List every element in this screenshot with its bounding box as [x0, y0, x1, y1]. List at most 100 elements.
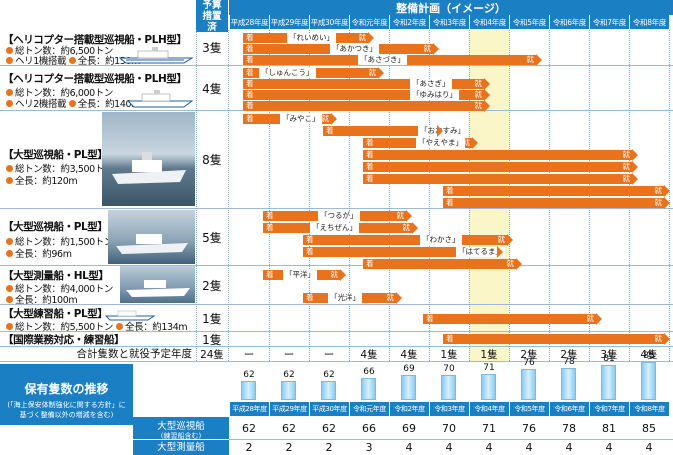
bar-start-label: 着 [366, 138, 374, 147]
holdings-row2-label: 大型測量船 [133, 440, 229, 455]
holdings-year-cell: 令和7年度 [589, 402, 629, 416]
vessel-row-plh2: 【ヘリコプター搭載型巡視船・PLH型】 総トン数：約6,000トン ヘリ2機搭載… [0, 67, 196, 110]
vessel-name: 【大型巡視船・PL型】 [3, 221, 108, 233]
bar-start-label: 着 [246, 101, 254, 110]
vessel-row-pl1500: 【大型巡視船・PL型】 総トン数：約1,500トン 全長：約96m [0, 209, 196, 265]
bullet-icon [6, 100, 13, 107]
ship-name-label: 「平洋」 [283, 270, 317, 280]
ship-name-label: 「ゆみはり」 [410, 90, 459, 100]
ship-name-label: 「あさぎ」 [410, 79, 452, 89]
bullet-icon [6, 177, 13, 184]
holdings-row2-cell: 4 [645, 441, 653, 454]
holdings-row1-cell: 62 [322, 421, 336, 435]
year-header-cell: 令和3年度 [429, 15, 469, 29]
vessel-spec: 総トン数：約3,500トン [6, 161, 113, 175]
ship-name-label: 「わかさ」 [420, 235, 462, 245]
holdings-row2-cell: 4 [485, 441, 493, 454]
col-divider [196, 30, 197, 361]
bar-start-label: 着 [246, 33, 254, 42]
bullet-icon [6, 238, 13, 245]
bar-end-label: 就 [497, 235, 506, 244]
holdings-year-cell: 令和6年度 [549, 402, 589, 416]
vessel-spec: 全長：約134m [116, 319, 188, 333]
gantt-bar: 着 就 「えちぜん」 [263, 222, 418, 234]
holdings-row1-cell: 70 [442, 421, 456, 435]
bar-end-label: 就 [654, 334, 663, 343]
ship-image-plh2 [126, 88, 194, 108]
vessel-name: 【ヘリコプター搭載型巡視船・PLH型】 [3, 34, 187, 46]
ship-photo-pl1500 [108, 210, 195, 264]
holdings-bar [441, 374, 456, 400]
holdings-bar [561, 367, 576, 400]
holdings-year-cell: 令和4年度 [469, 402, 509, 416]
summary-cell: 1隻 [480, 348, 498, 361]
holdings-bar-value: 71 [483, 362, 495, 373]
vessel-name: 【大型練習船・PL型】 [3, 308, 108, 320]
gantt-bar: 着就 [243, 100, 490, 112]
year-header-cell: 平成28年度 [229, 15, 269, 29]
grid-line [309, 30, 310, 361]
gantt-bar: 着 就 「ゆみはり」 [243, 89, 490, 101]
budget-header: 予算措置済 [196, 0, 228, 33]
holdings-bar [641, 361, 656, 400]
year-header-cell: 令和6年度 [549, 15, 589, 29]
holdings-title: 保有隻数の推移 [24, 382, 109, 396]
row-divider [0, 208, 673, 209]
gantt-bar: 着就「はてるま」 [303, 246, 505, 258]
vessel-spec: ヘリ2機搭載 全長：約140m [6, 96, 140, 110]
vessel-row-training: 【大型練習船・PL型】 総トン数：約5,500トン 全長：約134m [0, 305, 196, 333]
budget-header-label: 予算措置済 [202, 0, 222, 33]
budget-count: 1隻 [202, 311, 222, 326]
ship-image-plh1 [118, 46, 194, 64]
gantt-bar: 着就 [363, 161, 638, 173]
gantt-bar: 着 就 「れいめい」 [243, 32, 374, 44]
gantt-bar: 着就 [443, 185, 670, 197]
holdings-title-panel: 保有隻数の推移 (「海上保安体制強化に関する方針」に基づく整備以外の増減を含む) [0, 364, 133, 425]
holdings-row2-cell: 3 [365, 441, 373, 454]
bar-end-label: 就 [506, 259, 515, 268]
summary-cell: 3隻 [600, 348, 618, 361]
bar-end-label: 就 [423, 44, 432, 53]
bar-start-label: 着 [266, 223, 274, 232]
ship-name-label: 「あさづき」 [358, 55, 407, 65]
holdings-row2-cell: 4 [445, 441, 453, 454]
gantt-bar: 着 就 「あさぎ」 [243, 78, 490, 90]
holdings-bar [361, 377, 376, 400]
holdings-row2-cell: 2 [325, 441, 333, 454]
bar-start-label: 着 [366, 150, 374, 159]
gantt-bar: 着就 [363, 173, 638, 185]
holdings-bar-value: 76 [523, 358, 535, 369]
bar-end-label: 就 [654, 198, 663, 207]
vessel-spec: 総トン数：約5,500トン [6, 319, 113, 333]
gantt-bar: 着就 [443, 333, 670, 345]
holdings-year-cell: 令和8年度 [629, 402, 669, 416]
holdings-row2-cell: 2 [285, 441, 293, 454]
ship-name-label: 「やえやま」 [416, 138, 465, 148]
bar-start-label: 着 [326, 126, 334, 135]
ship-name-label: 「みやこ」 [280, 114, 322, 124]
row-divider [0, 65, 673, 66]
summary-cell: 1隻 [440, 348, 458, 361]
gantt-bar: 着就 [443, 197, 670, 209]
vessel-spec: 全長：約96m [6, 246, 72, 260]
bar-start-label: 着 [246, 55, 254, 64]
bar-start-label: 着 [246, 44, 254, 53]
summary-budget: 24隻 [200, 348, 224, 361]
vessel-name: 【大型巡視船・PL型】 [3, 149, 108, 161]
bar-start-label: 着 [366, 259, 374, 268]
holdings-row1-cell: 76 [522, 421, 536, 435]
holdings-row1-cell: 62 [242, 421, 256, 435]
bar-end-label: 就 [368, 68, 377, 77]
bar-end-label: 就 [622, 162, 631, 171]
year-header-cell: 令和7年度 [589, 15, 629, 29]
bar-start-label: 着 [366, 174, 374, 183]
vessel-name: 【ヘリコプター搭載型巡視船・PLH型】 [3, 73, 187, 85]
budget-count: 4隻 [202, 81, 222, 96]
gantt-bar: 着 就 「あさづき」 [243, 54, 542, 66]
vessel-spec: 総トン数：約4,000トン [6, 281, 113, 295]
summary-label: 合計隻数と就役予定年度 [76, 348, 193, 360]
bar-start-label: 着 [446, 334, 454, 343]
holdings-bar [401, 375, 416, 400]
holdings-bar-value: 69 [403, 364, 415, 375]
vessel-row-pl3500: 【大型巡視船・PL型】 総トン数：約3,500トン 全長：約120m [0, 111, 196, 207]
